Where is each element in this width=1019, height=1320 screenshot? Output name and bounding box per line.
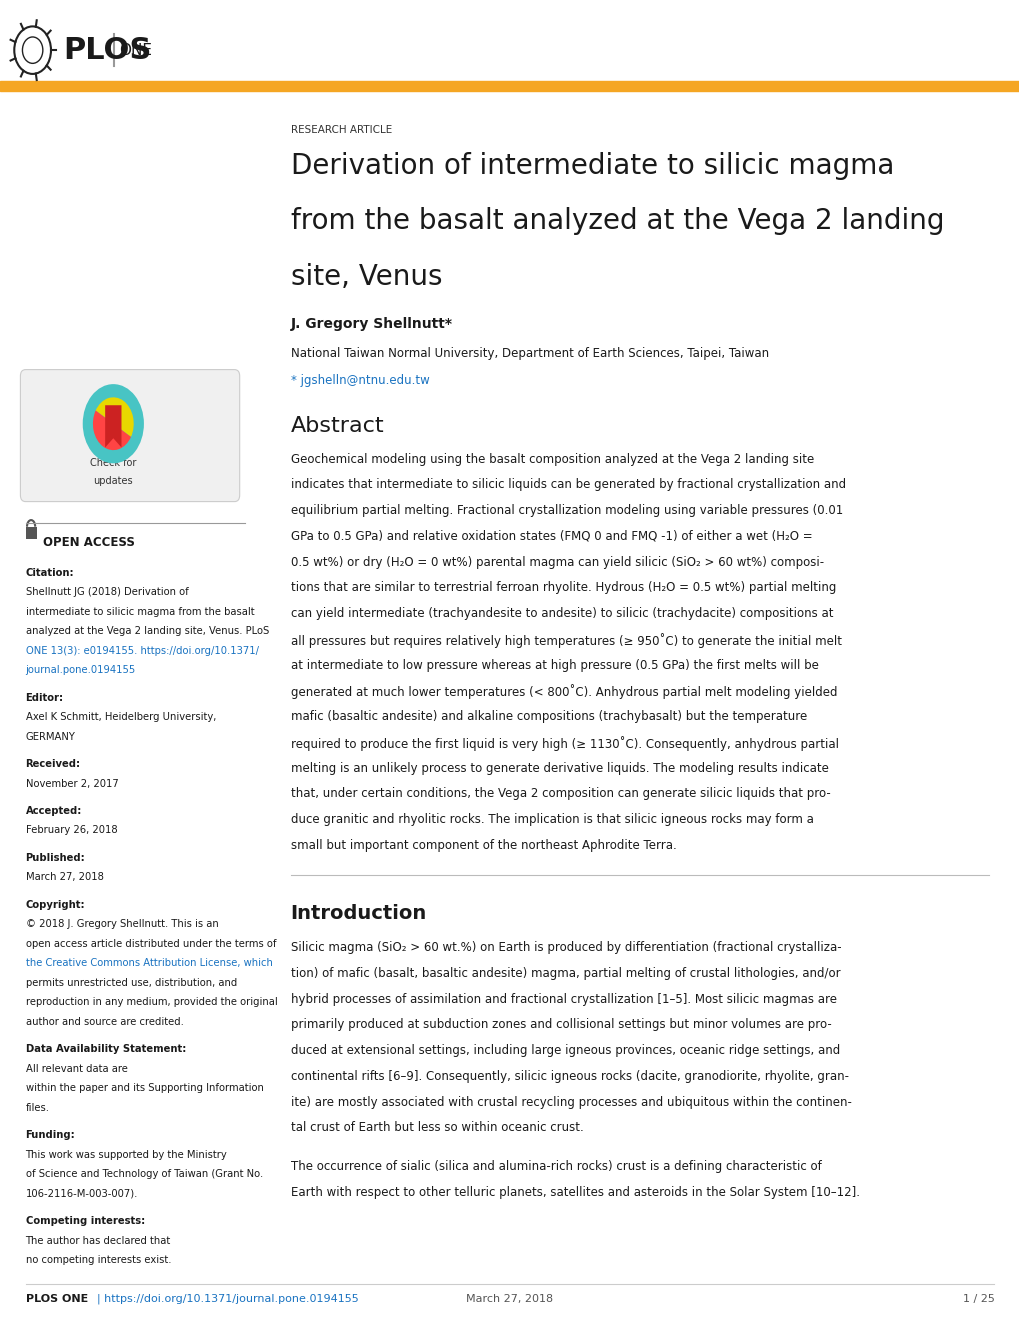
Text: GPa to 0.5 GPa) and relative oxidation states (FMQ 0 and FMQ -1) of either a wet: GPa to 0.5 GPa) and relative oxidation s…: [290, 529, 811, 543]
Text: generated at much lower temperatures (< 800˚C). Anhydrous partial melt modeling : generated at much lower temperatures (< …: [290, 684, 837, 700]
Text: RESEARCH ARTICLE: RESEARCH ARTICLE: [290, 125, 391, 136]
Text: This work was supported by the Ministry: This work was supported by the Ministry: [25, 1150, 227, 1160]
Text: tal crust of Earth but less so within oceanic crust.: tal crust of Earth but less so within oc…: [290, 1122, 583, 1134]
Text: Geochemical modeling using the basalt composition analyzed at the Vega 2 landing: Geochemical modeling using the basalt co…: [290, 453, 813, 466]
Text: ONE 13(3): e0194155. https://doi.org/10.1371/: ONE 13(3): e0194155. https://doi.org/10.…: [25, 645, 258, 656]
Text: small but important component of the northeast Aphrodite Terra.: small but important component of the nor…: [290, 840, 676, 851]
Text: within the paper and its Supporting Information: within the paper and its Supporting Info…: [25, 1084, 263, 1093]
Text: reproduction in any medium, provided the original: reproduction in any medium, provided the…: [25, 998, 277, 1007]
Text: Shellnutt JG (2018) Derivation of: Shellnutt JG (2018) Derivation of: [25, 587, 189, 597]
Text: PLOS: PLOS: [63, 36, 152, 65]
Text: mafic (basaltic andesite) and alkaline compositions (trachybasalt) but the tempe: mafic (basaltic andesite) and alkaline c…: [290, 710, 806, 723]
Polygon shape: [105, 405, 121, 447]
Text: | https://doi.org/10.1371/journal.pone.0194155: | https://doi.org/10.1371/journal.pone.0…: [97, 1294, 359, 1304]
Text: tions that are similar to terrestrial ferroan rhyolite. Hydrous (H₂O = 0.5 wt%) : tions that are similar to terrestrial fe…: [290, 581, 836, 594]
Text: Editor:: Editor:: [25, 693, 63, 702]
Text: Published:: Published:: [25, 853, 86, 863]
Text: 0.5 wt%) or dry (H₂O = 0 wt%) parental magma can yield silicic (SiO₂ > 60 wt%) c: 0.5 wt%) or dry (H₂O = 0 wt%) parental m…: [290, 556, 823, 569]
Text: Introduction: Introduction: [290, 904, 427, 923]
Text: journal.pone.0194155: journal.pone.0194155: [25, 665, 136, 676]
Text: Earth with respect to other telluric planets, satellites and asteroids in the So: Earth with respect to other telluric pla…: [290, 1187, 859, 1199]
Wedge shape: [96, 397, 133, 437]
Text: PLOS ONE: PLOS ONE: [25, 1294, 88, 1304]
Wedge shape: [93, 411, 130, 450]
Text: Check for: Check for: [90, 458, 137, 467]
Bar: [0, 81, 1019, 91]
Text: The author has declared that: The author has declared that: [25, 1236, 170, 1246]
Text: GERMANY: GERMANY: [25, 731, 75, 742]
Text: March 27, 2018: March 27, 2018: [466, 1294, 553, 1304]
Text: all pressures but requires relatively high temperatures (≥ 950˚C) to generate th: all pressures but requires relatively hi…: [290, 634, 841, 648]
Text: that, under certain conditions, the Vega 2 composition can generate silicic liqu: that, under certain conditions, the Vega…: [290, 787, 829, 800]
Circle shape: [83, 384, 144, 463]
Text: duced at extensional settings, including large igneous provinces, oceanic ridge : duced at extensional settings, including…: [290, 1044, 839, 1057]
Text: the Creative Commons Attribution License, which: the Creative Commons Attribution License…: [25, 958, 272, 969]
Text: indicates that intermediate to silicic liquids can be generated by fractional cr: indicates that intermediate to silicic l…: [290, 478, 845, 491]
Text: All relevant data are: All relevant data are: [25, 1064, 127, 1073]
Text: OPEN ACCESS: OPEN ACCESS: [43, 536, 135, 549]
Text: Copyright:: Copyright:: [25, 900, 85, 909]
Bar: [25, 527, 37, 539]
Text: Competing interests:: Competing interests:: [25, 1216, 145, 1226]
Text: hybrid processes of assimilation and fractional crystallization [1–5]. Most sili: hybrid processes of assimilation and fra…: [290, 993, 836, 1006]
Text: analyzed at the Vega 2 landing site, Venus. PLoS: analyzed at the Vega 2 landing site, Ven…: [25, 626, 268, 636]
Text: © 2018 J. Gregory Shellnutt. This is an: © 2018 J. Gregory Shellnutt. This is an: [25, 919, 218, 929]
Text: equilibrium partial melting. Fractional crystallization modeling using variable : equilibrium partial melting. Fractional …: [290, 504, 842, 517]
Text: no competing interests exist.: no competing interests exist.: [25, 1255, 171, 1266]
Text: primarily produced at subduction zones and collisional settings but minor volume: primarily produced at subduction zones a…: [290, 1019, 830, 1031]
Text: Citation:: Citation:: [25, 568, 74, 578]
Text: Abstract: Abstract: [290, 416, 384, 436]
Text: files.: files.: [25, 1104, 50, 1113]
Text: site, Venus: site, Venus: [290, 263, 442, 290]
Text: duce granitic and rhyolitic rocks. The implication is that silicic igneous rocks: duce granitic and rhyolitic rocks. The i…: [290, 813, 813, 826]
Text: ite) are mostly associated with crustal recycling processes and ubiquitous withi: ite) are mostly associated with crustal …: [290, 1096, 851, 1109]
Text: ONE: ONE: [119, 42, 152, 58]
Text: Data Availability Statement:: Data Availability Statement:: [25, 1044, 185, 1055]
Text: March 27, 2018: March 27, 2018: [25, 873, 103, 882]
Text: from the basalt analyzed at the Vega 2 landing: from the basalt analyzed at the Vega 2 l…: [290, 207, 944, 235]
Text: tion) of mafic (basalt, basaltic andesite) magma, partial melting of crustal lit: tion) of mafic (basalt, basaltic andesit…: [290, 966, 840, 979]
Text: Axel K Schmitt, Heidelberg University,: Axel K Schmitt, Heidelberg University,: [25, 713, 216, 722]
Text: can yield intermediate (trachyandesite to andesite) to silicic (trachydacite) co: can yield intermediate (trachyandesite t…: [290, 607, 833, 620]
Text: National Taiwan Normal University, Department of Earth Sciences, Taipei, Taiwan: National Taiwan Normal University, Depar…: [290, 347, 768, 360]
Text: updates: updates: [94, 475, 133, 486]
Text: open access article distributed under the terms of: open access article distributed under th…: [25, 939, 276, 949]
Text: Funding:: Funding:: [25, 1130, 75, 1140]
Text: * jgshelln@ntnu.edu.tw: * jgshelln@ntnu.edu.tw: [290, 374, 429, 387]
Text: at intermediate to low pressure whereas at high pressure (0.5 GPa) the first mel: at intermediate to low pressure whereas …: [290, 659, 818, 672]
Text: Derivation of intermediate to silicic magma: Derivation of intermediate to silicic ma…: [290, 152, 894, 180]
Text: author and source are credited.: author and source are credited.: [25, 1016, 183, 1027]
Text: J. Gregory Shellnutt*: J. Gregory Shellnutt*: [290, 317, 452, 331]
Text: continental rifts [6–9]. Consequently, silicic igneous rocks (dacite, granodiori: continental rifts [6–9]. Consequently, s…: [290, 1069, 848, 1082]
Text: permits unrestricted use, distribution, and: permits unrestricted use, distribution, …: [25, 978, 236, 987]
Text: intermediate to silicic magma from the basalt: intermediate to silicic magma from the b…: [25, 607, 254, 616]
FancyBboxPatch shape: [20, 370, 239, 502]
Text: The occurrence of sialic (silica and alumina-rich rocks) crust is a defining cha: The occurrence of sialic (silica and alu…: [290, 1160, 820, 1173]
Text: Received:: Received:: [25, 759, 81, 770]
Text: Accepted:: Accepted:: [25, 807, 82, 816]
Text: February 26, 2018: February 26, 2018: [25, 825, 117, 836]
Text: Silicic magma (SiO₂ > 60 wt.%) on Earth is produced by differentiation (fraction: Silicic magma (SiO₂ > 60 wt.%) on Earth …: [290, 941, 841, 954]
Text: November 2, 2017: November 2, 2017: [25, 779, 118, 788]
Text: required to produce the first liquid is very high (≥ 1130˚C). Consequently, anhy: required to produce the first liquid is …: [290, 737, 838, 751]
Text: melting is an unlikely process to generate derivative liquids. The modeling resu: melting is an unlikely process to genera…: [290, 762, 827, 775]
Text: 106-2116-M-003-007).: 106-2116-M-003-007).: [25, 1189, 138, 1199]
Text: 1 / 25: 1 / 25: [962, 1294, 994, 1304]
Text: of Science and Technology of Taiwan (Grant No.: of Science and Technology of Taiwan (Gra…: [25, 1170, 263, 1179]
